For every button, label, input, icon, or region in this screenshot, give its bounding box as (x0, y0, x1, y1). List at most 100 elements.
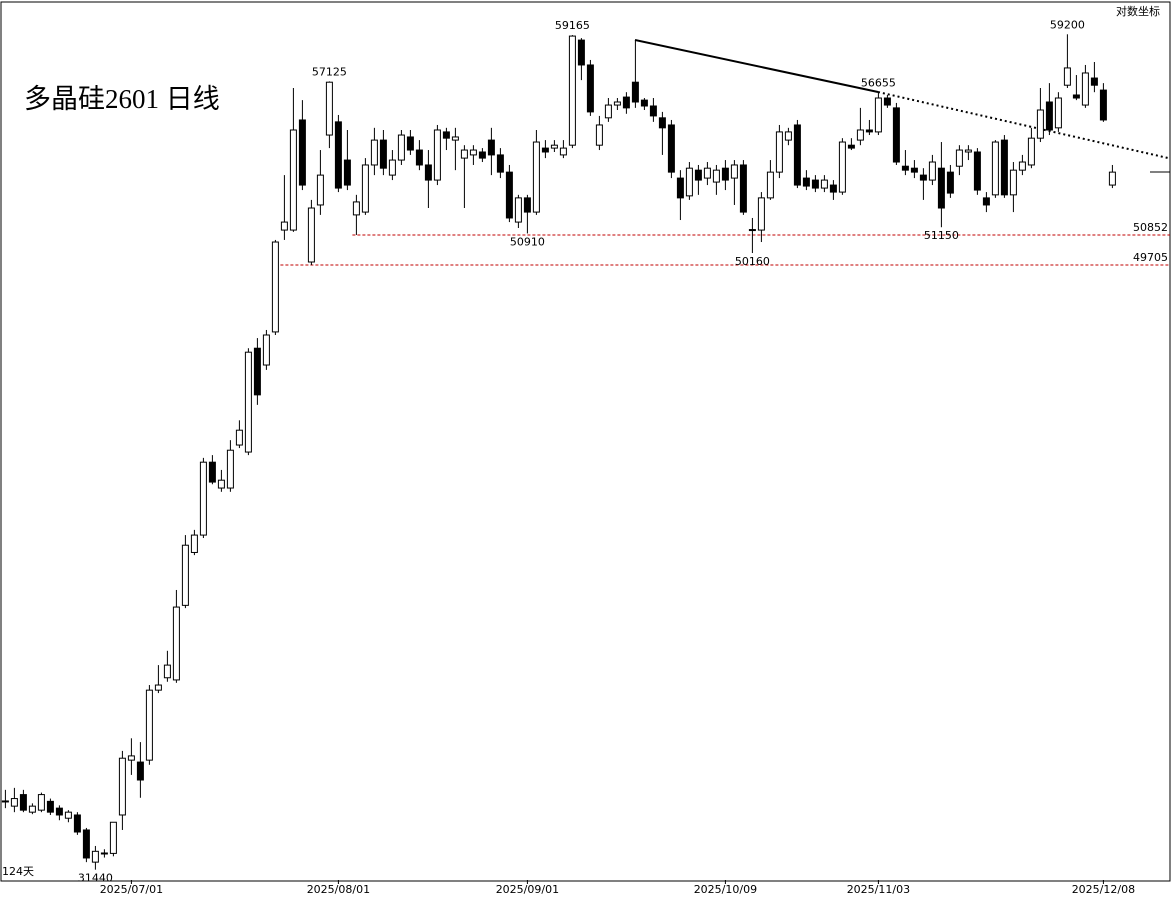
candle-body (748, 229, 756, 232)
candle-body (226, 449, 234, 489)
candle-body (1072, 94, 1080, 99)
candle-body (379, 139, 387, 169)
low-label: 50160 (735, 255, 770, 268)
high-label: 56655 (861, 76, 896, 89)
candle-body (739, 164, 747, 213)
candle-body (1063, 67, 1071, 86)
x-tick-label: 2025/07/01 (100, 883, 163, 896)
candle-body (946, 171, 954, 194)
candle-body (370, 139, 378, 166)
candle-body (163, 664, 171, 679)
candle-body (964, 149, 972, 153)
candle-body (262, 334, 270, 366)
candle-body (595, 124, 603, 146)
low-label: 31440 (78, 872, 113, 885)
candle-body (847, 144, 855, 149)
candle-body (802, 177, 810, 187)
candle-body (631, 81, 639, 103)
candle-body (307, 207, 315, 263)
candle-body (424, 164, 432, 181)
candle-body (532, 141, 540, 213)
candle-body (901, 165, 909, 171)
high-label: 57125 (312, 65, 347, 78)
x-tick-label: 2025/12/08 (1072, 883, 1135, 896)
candle-body (865, 129, 873, 133)
low-label: 50910 (510, 235, 545, 248)
candle-body (766, 171, 774, 199)
candle-body (28, 805, 36, 813)
candle-body (154, 684, 162, 691)
candle-body (910, 167, 918, 173)
candle-body (1027, 137, 1035, 166)
reference-label: 49705 (1133, 251, 1168, 264)
candle-body (19, 794, 27, 811)
reference-label: 50852 (1133, 221, 1168, 234)
candle-body (568, 35, 576, 146)
candle-body (235, 429, 243, 446)
plot-frame (0, 1, 1171, 882)
candle-body (289, 129, 297, 231)
candle-body (361, 164, 369, 213)
candle-body (559, 147, 567, 156)
candle-body (1, 800, 9, 803)
candle-body (100, 852, 108, 855)
candle-body (892, 107, 900, 163)
candle-body (487, 139, 495, 156)
candle-body (694, 169, 702, 181)
candle-body (1081, 72, 1089, 106)
low-label: 51150 (924, 229, 959, 242)
candle-body (145, 689, 153, 761)
candle-body (676, 177, 684, 199)
candle-body (604, 104, 612, 119)
candle-body (1054, 97, 1062, 129)
candle-body (586, 64, 594, 113)
candle-body (433, 129, 441, 181)
period-label: 124天 (2, 865, 34, 878)
trend-line (634, 39, 879, 93)
candle-body (658, 117, 666, 129)
candle-body (406, 136, 414, 151)
candle-body (883, 97, 891, 106)
candle-body (442, 131, 450, 139)
candle-body (784, 131, 792, 141)
candle-body (874, 97, 882, 133)
candle-body (217, 479, 225, 489)
candle-body (721, 167, 729, 181)
candle-body (793, 124, 801, 186)
candle-body (352, 201, 360, 216)
candle-body (325, 81, 333, 136)
trend-line-extension (877, 91, 1169, 159)
candle-body (91, 850, 99, 863)
candle-body (73, 814, 81, 833)
candle-body (55, 807, 63, 816)
candle-body (1000, 139, 1008, 196)
candle-body (577, 39, 585, 66)
candle-body (10, 798, 18, 807)
candle-body (190, 534, 198, 553)
candle-body (514, 197, 522, 223)
candle-body (856, 129, 864, 141)
candle-body (127, 755, 135, 761)
candle-body (937, 167, 945, 209)
x-tick-label: 2025/08/01 (307, 883, 370, 896)
candle-body (730, 164, 738, 179)
candle-body (244, 351, 252, 453)
candle-body (829, 184, 837, 193)
candle-body (820, 179, 828, 189)
candle-body (298, 119, 306, 186)
high-label: 59200 (1050, 18, 1085, 31)
candle-body (550, 144, 558, 149)
candle-body (208, 461, 216, 483)
candle-body (280, 221, 288, 231)
candle-body (1018, 161, 1026, 171)
candle-body (460, 149, 468, 159)
candle-body (334, 121, 342, 189)
candle-body (811, 179, 819, 189)
candle-body (136, 761, 144, 781)
candle-body (919, 174, 927, 181)
candle-body (469, 149, 477, 156)
candle-body (1108, 171, 1116, 186)
candle-body (253, 347, 261, 396)
candle-body (82, 829, 90, 859)
